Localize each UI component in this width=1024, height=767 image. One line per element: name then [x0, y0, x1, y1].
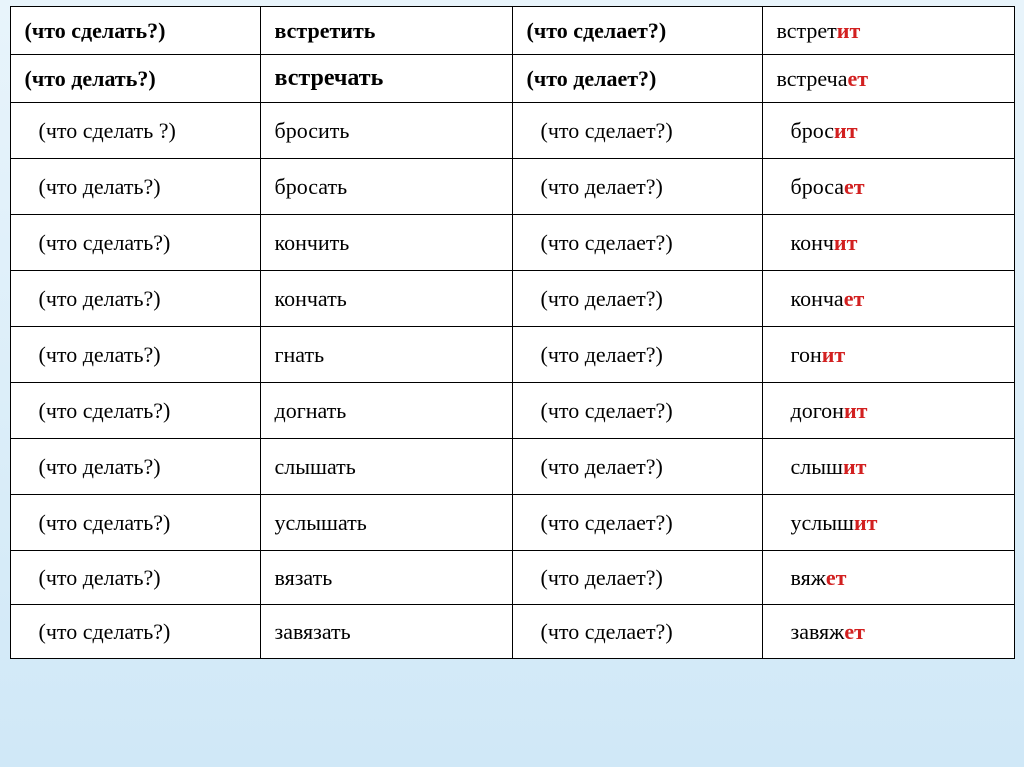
infinitive: кончать [260, 271, 512, 327]
suffix: ет [844, 619, 865, 644]
stem: конча [791, 286, 844, 311]
infinitive: слышать [260, 439, 512, 495]
conjugated-form: услышит [762, 495, 1014, 551]
question-conjugated: (что сделает?) [512, 103, 762, 159]
table-row: (что сделать?) кончить (что сделает?) ко… [10, 215, 1014, 271]
question-infinitive: (что делать?) [10, 551, 260, 605]
question-conjugated: (что делает?) [512, 327, 762, 383]
infinitive: кончить [260, 215, 512, 271]
table-row: (что делать?) кончать (что делает?) конч… [10, 271, 1014, 327]
question-conjugated: (что сделает?) [512, 383, 762, 439]
stem: броса [791, 174, 845, 199]
infinitive: бросить [260, 103, 512, 159]
question-conjugated: (что сделает?) [512, 7, 762, 55]
table-row: (что делать?) гнать (что делает?) гонит [10, 327, 1014, 383]
suffix: ит [843, 454, 866, 479]
table-row: (что делать?) бросать (что делает?) брос… [10, 159, 1014, 215]
conjugated-form: слышит [762, 439, 1014, 495]
stem: гон [791, 342, 822, 367]
question-infinitive: (что сделать?) [10, 383, 260, 439]
conjugated-form: встречает [762, 55, 1014, 103]
stem: услыш [791, 510, 854, 535]
conjugated-form: бросает [762, 159, 1014, 215]
suffix: ит [854, 510, 877, 535]
table-body: (что сделать?) встретить (что сделает?) … [10, 7, 1014, 659]
suffix: ит [834, 118, 857, 143]
question-conjugated: (что делает?) [512, 271, 762, 327]
stem: брос [791, 118, 835, 143]
suffix: ет [826, 565, 847, 590]
conjugated-form: встретит [762, 7, 1014, 55]
infinitive: встретить [260, 7, 512, 55]
question-infinitive: (что делать?) [10, 55, 260, 103]
infinitive: вязать [260, 551, 512, 605]
question-conjugated: (что сделает?) [512, 495, 762, 551]
table-row: (что сделать?) завязать (что сделает?) з… [10, 605, 1014, 659]
suffix: ит [822, 342, 845, 367]
suffix: ет [847, 66, 868, 91]
suffix: ет [844, 174, 865, 199]
question-conjugated: (что сделает?) [512, 215, 762, 271]
question-conjugated: (что делает?) [512, 55, 762, 103]
question-conjugated: (что делает?) [512, 159, 762, 215]
stem: завяж [791, 619, 845, 644]
conjugated-form: бросит [762, 103, 1014, 159]
verb-conjugation-table: (что сделать?) встретить (что сделает?) … [10, 6, 1015, 659]
suffix: ет [844, 286, 865, 311]
stem: встрет [777, 18, 837, 43]
table-row: (что сделать ?) бросить (что сделает?) б… [10, 103, 1014, 159]
question-conjugated: (что сделает?) [512, 605, 762, 659]
question-infinitive: (что сделать ?) [10, 103, 260, 159]
infinitive: гнать [260, 327, 512, 383]
question-infinitive: (что сделать?) [10, 495, 260, 551]
infinitive: встречать [260, 55, 512, 103]
table-row: (что делать?) встречать (что делает?) вс… [10, 55, 1014, 103]
table-row: (что делать?) вязать (что делает?) вяжет [10, 551, 1014, 605]
suffix: ит [844, 398, 867, 423]
question-infinitive: (что делать?) [10, 327, 260, 383]
conjugated-form: кончит [762, 215, 1014, 271]
infinitive: бросать [260, 159, 512, 215]
conjugated-form: кончает [762, 271, 1014, 327]
suffix: ит [834, 230, 857, 255]
infinitive: завязать [260, 605, 512, 659]
question-infinitive: (что сделать?) [10, 7, 260, 55]
question-infinitive: (что делать?) [10, 271, 260, 327]
table-row: (что сделать?) встретить (что сделает?) … [10, 7, 1014, 55]
stem: встреча [777, 66, 848, 91]
question-conjugated: (что делает?) [512, 439, 762, 495]
conjugated-form: догонит [762, 383, 1014, 439]
suffix: ит [837, 18, 860, 43]
infinitive: услышать [260, 495, 512, 551]
stem: догон [791, 398, 844, 423]
table-row: (что сделать?) услышать (что сделает?) у… [10, 495, 1014, 551]
conjugated-form: завяжет [762, 605, 1014, 659]
stem: конч [791, 230, 834, 255]
question-conjugated: (что делает?) [512, 551, 762, 605]
question-infinitive: (что делать?) [10, 439, 260, 495]
table-row: (что делать?) слышать (что делает?) слыш… [10, 439, 1014, 495]
infinitive: догнать [260, 383, 512, 439]
stem: слыш [791, 454, 843, 479]
question-infinitive: (что делать?) [10, 159, 260, 215]
conjugated-form: гонит [762, 327, 1014, 383]
question-infinitive: (что сделать?) [10, 215, 260, 271]
conjugated-form: вяжет [762, 551, 1014, 605]
stem: вяж [791, 565, 826, 590]
question-infinitive: (что сделать?) [10, 605, 260, 659]
table-row: (что сделать?) догнать (что сделает?) до… [10, 383, 1014, 439]
